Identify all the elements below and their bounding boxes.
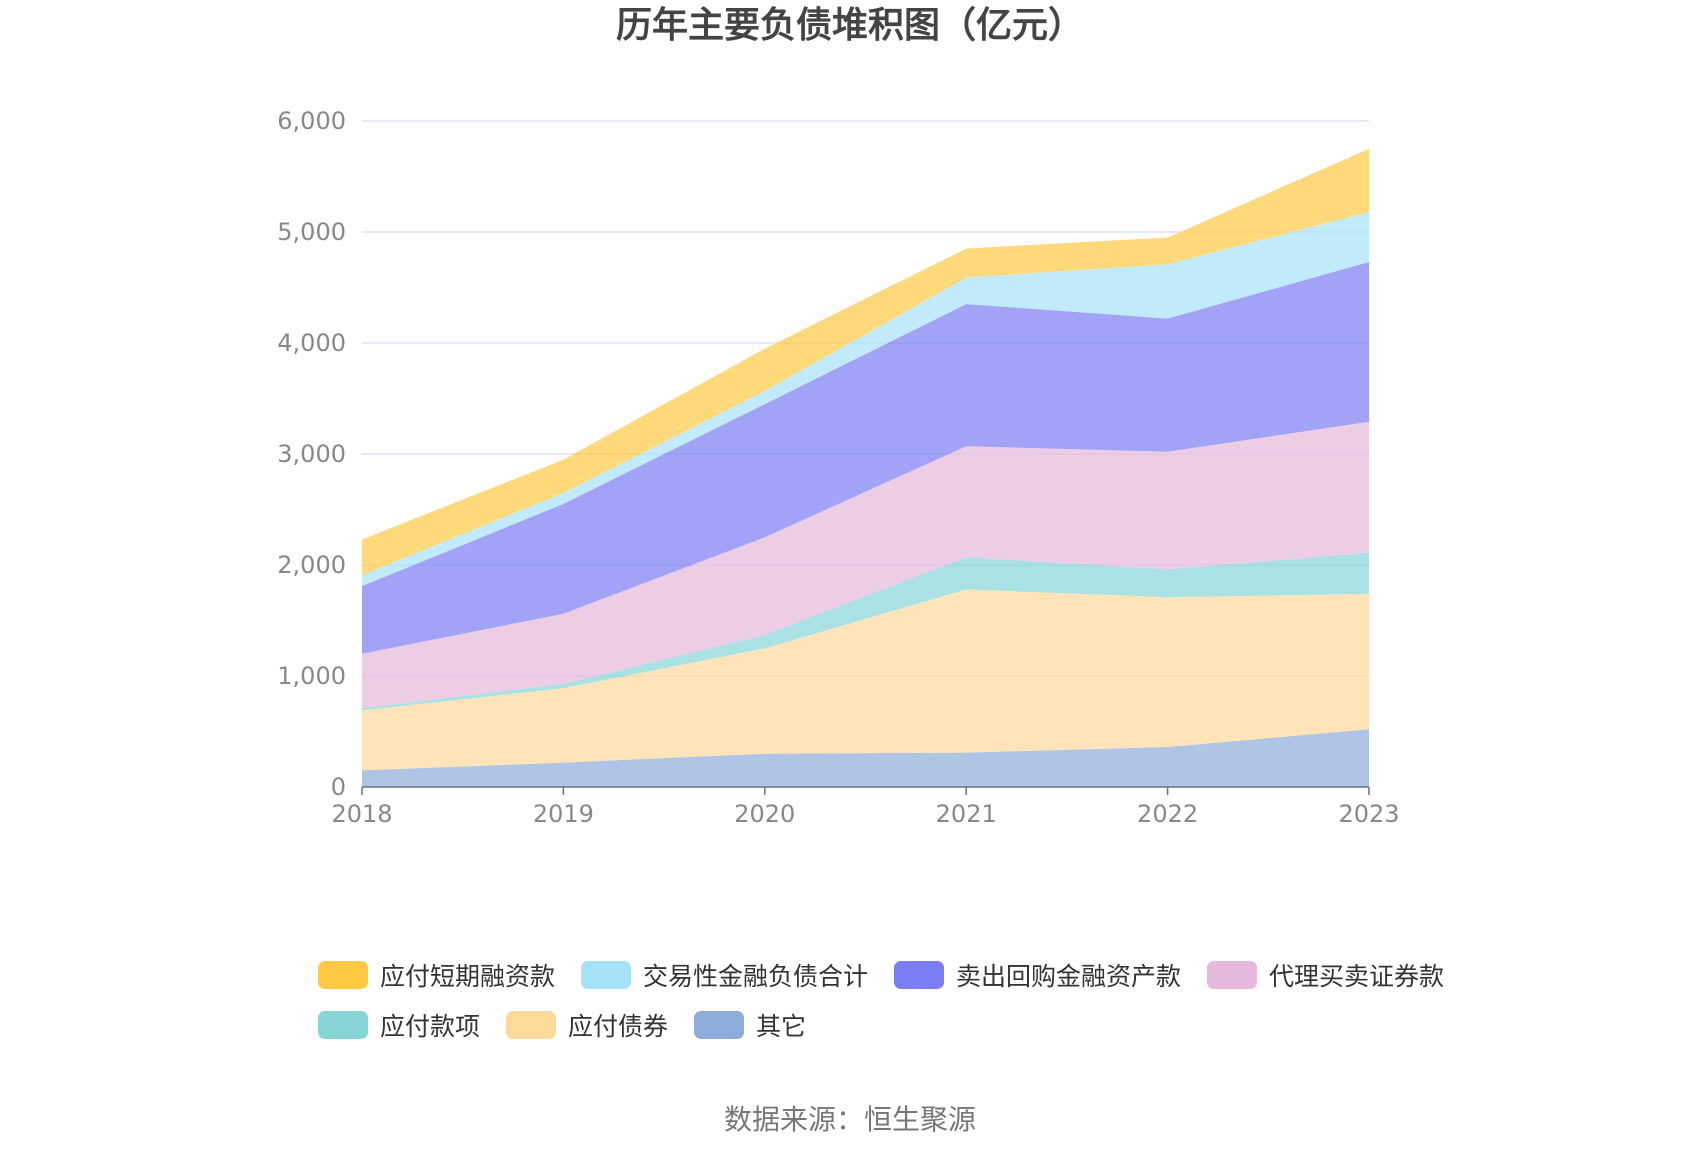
area-应付短期融资款 (362, 148, 1369, 576)
y-tick-label: 3,000 (277, 440, 346, 468)
x-tick-label: 2019 (533, 800, 594, 828)
y-tick-label: 5,000 (277, 218, 346, 246)
y-tick-label: 6,000 (277, 107, 346, 135)
legend-item[interactable]: 应付款项 (318, 1007, 480, 1043)
legend-label: 应付短期融资款 (380, 962, 556, 991)
area-series (362, 148, 1369, 787)
legend-label: 应付款项 (380, 1012, 481, 1041)
legend-label: 代理买卖证券款 (1269, 962, 1445, 991)
y-tick-label: 0 (331, 773, 346, 801)
y-tick-label: 1,000 (277, 662, 346, 690)
legend-label: 其它 (756, 1012, 807, 1041)
area-应付债券 (362, 589, 1369, 771)
legend-item[interactable]: 交易性金融负债合计 (581, 957, 868, 993)
legend-label: 卖出回购金融资产款 (956, 962, 1182, 991)
area-应付款项 (362, 552, 1369, 711)
legend-swatch (894, 961, 945, 989)
legend-swatch (318, 1011, 368, 1039)
y-tick-label: 2,000 (277, 551, 346, 579)
x-tick-label: 2022 (1137, 800, 1198, 828)
legend-row: 应付短期融资款 交易性金融负债合计 卖出回购金融资产款 代理买卖证券款 (318, 950, 1444, 1000)
area-卖出回购金融资产款 (362, 262, 1369, 654)
legend-swatch (581, 961, 632, 989)
stacked-area-chart: 2018 2019 2020 2021 2022 2023 0 1,000 2,000 3,00… (277, 107, 1400, 828)
chart-title: 历年主要负债堆积图（亿元） (615, 5, 1084, 46)
area-交易性金融负债合计 (362, 212, 1369, 587)
legend-swatch (318, 961, 368, 989)
legend-item[interactable]: 代理买卖证券款 (1207, 957, 1444, 993)
legend: 应付短期融资款 交易性金融负债合计 卖出回购金融资产款 代理买卖证券款应付款项 应付债券… (318, 950, 1444, 1050)
x-tick-label: 2018 (331, 800, 392, 828)
legend-label: 应付债券 (568, 1012, 669, 1041)
x-tick-label: 2021 (936, 800, 997, 828)
legend-swatch (1207, 961, 1258, 989)
legend-item[interactable]: 应付短期融资款 (318, 957, 555, 993)
x-tick-label: 2020 (734, 800, 795, 828)
source-note: 数据来源：恒生聚源 (723, 1103, 976, 1136)
legend-swatch (506, 1011, 557, 1039)
legend-row: 应付款项 应付债券 其它 (318, 1000, 1438, 1050)
area-其它 (362, 729, 1369, 787)
area-代理买卖证券款 (362, 421, 1369, 709)
y-tick-label: 4,000 (277, 329, 346, 357)
y-axis-ticks: 0 1,000 2,000 3,000 4,000 5,000 6,000 (277, 107, 346, 801)
legend-item[interactable]: 卖出回购金融资产款 (894, 957, 1181, 993)
legend-item[interactable]: 其它 (694, 1007, 806, 1043)
x-axis: 2018 2019 2020 2021 2022 2023 (331, 786, 1400, 828)
x-tick-label: 2023 (1338, 800, 1399, 828)
legend-item[interactable]: 应付债券 (506, 1007, 668, 1043)
legend-label: 交易性金融负债合计 (643, 962, 869, 991)
legend-swatch (694, 1011, 745, 1039)
